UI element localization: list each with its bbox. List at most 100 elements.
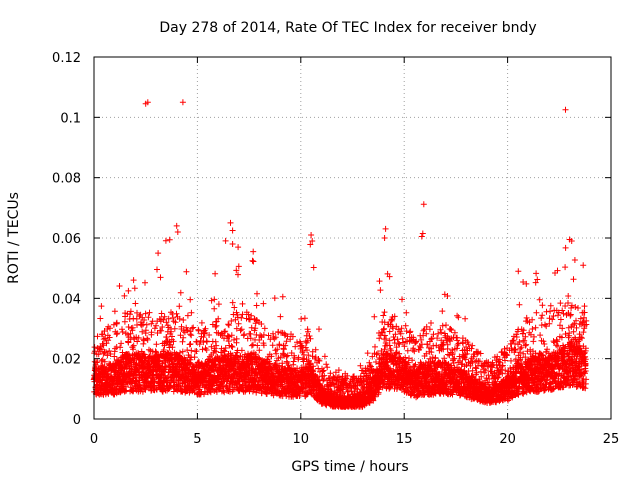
data-point <box>130 346 137 353</box>
data-point <box>268 367 275 374</box>
data-point <box>121 318 128 325</box>
data-point <box>171 325 178 332</box>
data-point <box>211 305 218 312</box>
data-point <box>254 290 260 297</box>
data-points <box>90 99 590 410</box>
data-point <box>277 354 284 361</box>
data-point <box>248 312 255 319</box>
data-point <box>213 318 220 325</box>
data-point <box>127 308 134 315</box>
data-point <box>152 348 159 355</box>
data-point <box>439 308 446 315</box>
data-point <box>260 331 267 338</box>
data-point <box>447 325 454 332</box>
data-point <box>301 315 308 322</box>
data-point <box>191 354 198 361</box>
data-point <box>282 342 289 349</box>
data-point <box>321 353 328 360</box>
data-point <box>287 336 294 343</box>
data-point <box>299 347 306 354</box>
data-point <box>284 333 291 340</box>
data-point <box>271 295 278 302</box>
data-point <box>114 330 121 337</box>
data-point <box>113 319 120 326</box>
data-point <box>106 348 113 354</box>
data-point <box>221 389 228 396</box>
data-point <box>173 310 180 317</box>
data-point <box>179 338 186 345</box>
data-point <box>157 274 164 281</box>
data-point <box>176 315 183 322</box>
data-point <box>190 324 197 331</box>
data-point <box>99 331 106 338</box>
data-point <box>193 348 200 355</box>
data-point <box>256 347 263 354</box>
data-point <box>98 346 105 353</box>
data-point <box>144 336 151 343</box>
data-point <box>162 372 169 379</box>
data-point <box>324 364 331 371</box>
data-point <box>180 334 187 341</box>
data-point <box>170 338 177 345</box>
data-point <box>252 320 259 327</box>
data-point <box>239 300 246 307</box>
data-point <box>142 310 149 317</box>
data-point <box>127 311 133 318</box>
data-point <box>238 326 245 333</box>
data-point <box>213 348 220 355</box>
data-point <box>187 328 194 335</box>
data-point <box>231 304 238 311</box>
data-point <box>273 350 280 357</box>
data-point <box>381 309 388 316</box>
data-point <box>197 337 204 344</box>
data-point <box>295 354 302 361</box>
data-point <box>184 312 191 319</box>
data-point <box>235 244 242 251</box>
data-point <box>253 302 260 309</box>
data-point <box>233 267 240 274</box>
data-point <box>307 335 314 342</box>
data-point <box>249 257 256 264</box>
data-point <box>221 329 228 335</box>
data-point <box>254 342 261 349</box>
data-point <box>125 287 132 294</box>
data-point <box>153 322 159 329</box>
data-point <box>420 327 427 334</box>
data-point <box>204 338 210 345</box>
data-point <box>117 344 124 351</box>
data-point <box>250 258 257 265</box>
data-point <box>377 287 384 294</box>
data-point <box>143 321 150 328</box>
data-point <box>306 333 313 339</box>
data-point <box>188 332 195 339</box>
data-point <box>184 327 191 334</box>
data-point <box>180 317 187 323</box>
data-point <box>94 359 101 366</box>
data-point <box>272 334 279 341</box>
grid-lines <box>94 57 611 419</box>
data-point <box>261 325 268 332</box>
data-point <box>135 334 142 341</box>
data-point <box>233 335 240 342</box>
data-point <box>116 283 123 289</box>
data-point <box>200 334 207 341</box>
data-point <box>187 341 194 347</box>
data-point <box>141 351 148 358</box>
data-point <box>249 388 256 395</box>
data-point <box>310 264 317 271</box>
data-point <box>335 367 342 374</box>
data-point <box>316 326 322 333</box>
data-point <box>247 335 254 342</box>
data-point <box>228 318 235 324</box>
data-point <box>158 327 165 334</box>
data-point <box>320 367 327 374</box>
data-point <box>159 324 166 330</box>
data-point <box>211 345 218 352</box>
data-point <box>276 362 283 369</box>
data-point <box>125 339 132 346</box>
data-point <box>225 321 232 328</box>
data-point <box>142 386 149 393</box>
data-point <box>133 361 140 368</box>
data-point <box>248 342 255 349</box>
data-point <box>98 357 105 364</box>
